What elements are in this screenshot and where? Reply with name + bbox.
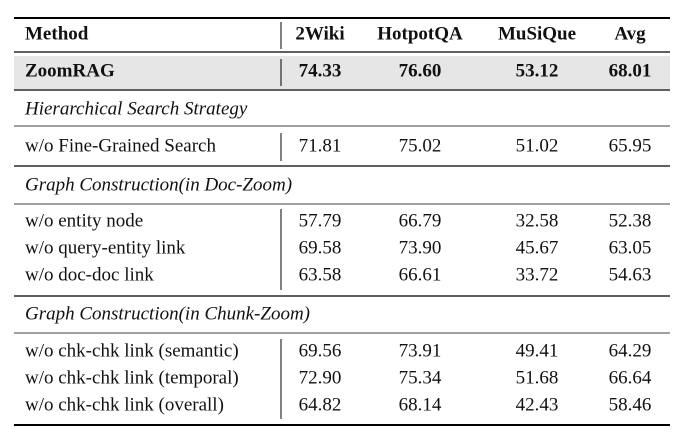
main-row-cell: 74.33	[299, 60, 342, 81]
row-label: w/o chk-chk link (temporal)	[25, 367, 239, 388]
row-cell: 75.34	[399, 367, 442, 388]
row-cell: 66.79	[399, 210, 442, 231]
row-cell: 73.91	[399, 340, 442, 361]
row-cell: 42.43	[516, 394, 559, 415]
row-cell: 58.46	[609, 394, 652, 415]
row-cell: 57.79	[299, 210, 342, 231]
main-row-cell: 53.12	[516, 60, 559, 81]
row-cell: 63.05	[609, 237, 652, 258]
header-label: Method	[25, 23, 89, 44]
main-row-label: ZoomRAG	[25, 60, 115, 81]
row-label: w/o chk-chk link (semantic)	[25, 340, 239, 361]
header-cell: MuSiQue	[498, 23, 576, 44]
row-label: w/o doc-doc link	[25, 264, 154, 285]
header-cell: 2Wiki	[295, 23, 344, 44]
header-cell: HotpotQA	[377, 23, 463, 44]
row-cell: 52.38	[609, 210, 652, 231]
row-cell: 69.58	[299, 237, 342, 258]
row-cell: 63.58	[299, 264, 342, 285]
row-cell: 51.02	[516, 135, 559, 156]
row-cell: 54.63	[609, 264, 652, 285]
row-cell: 33.72	[516, 264, 559, 285]
section-title: Hierarchical Search Strategy	[24, 98, 248, 119]
section-title: Graph Construction(in Doc-Zoom)	[25, 174, 292, 195]
row-label: w/o query-entity link	[25, 237, 186, 258]
row-label: w/o chk-chk link (overall)	[25, 394, 224, 415]
row-cell: 49.41	[516, 340, 559, 361]
row-cell: 51.68	[516, 367, 559, 388]
row-cell: 72.90	[299, 367, 342, 388]
row-label: w/o entity node	[25, 210, 143, 231]
row-cell: 73.90	[399, 237, 442, 258]
row-cell: 68.14	[399, 394, 442, 415]
row-cell: 65.95	[609, 135, 652, 156]
row-cell: 32.58	[516, 210, 559, 231]
row-cell: 45.67	[516, 237, 559, 258]
row-cell: 75.02	[399, 135, 442, 156]
row-cell: 71.81	[299, 135, 342, 156]
section-title: Graph Construction(in Chunk-Zoom)	[25, 303, 310, 324]
main-row-cell: 76.60	[399, 60, 442, 81]
row-cell: 66.64	[609, 367, 652, 388]
row-cell: 64.82	[299, 394, 342, 415]
row-cell: 69.56	[299, 340, 342, 361]
row-cell: 64.29	[609, 340, 652, 361]
main-row-cell: 68.01	[609, 60, 652, 81]
highlight-row	[14, 56, 670, 89]
row-cell: 66.61	[399, 264, 442, 285]
row-label: w/o Fine-Grained Search	[25, 135, 216, 156]
header-cell: Avg	[614, 23, 646, 44]
